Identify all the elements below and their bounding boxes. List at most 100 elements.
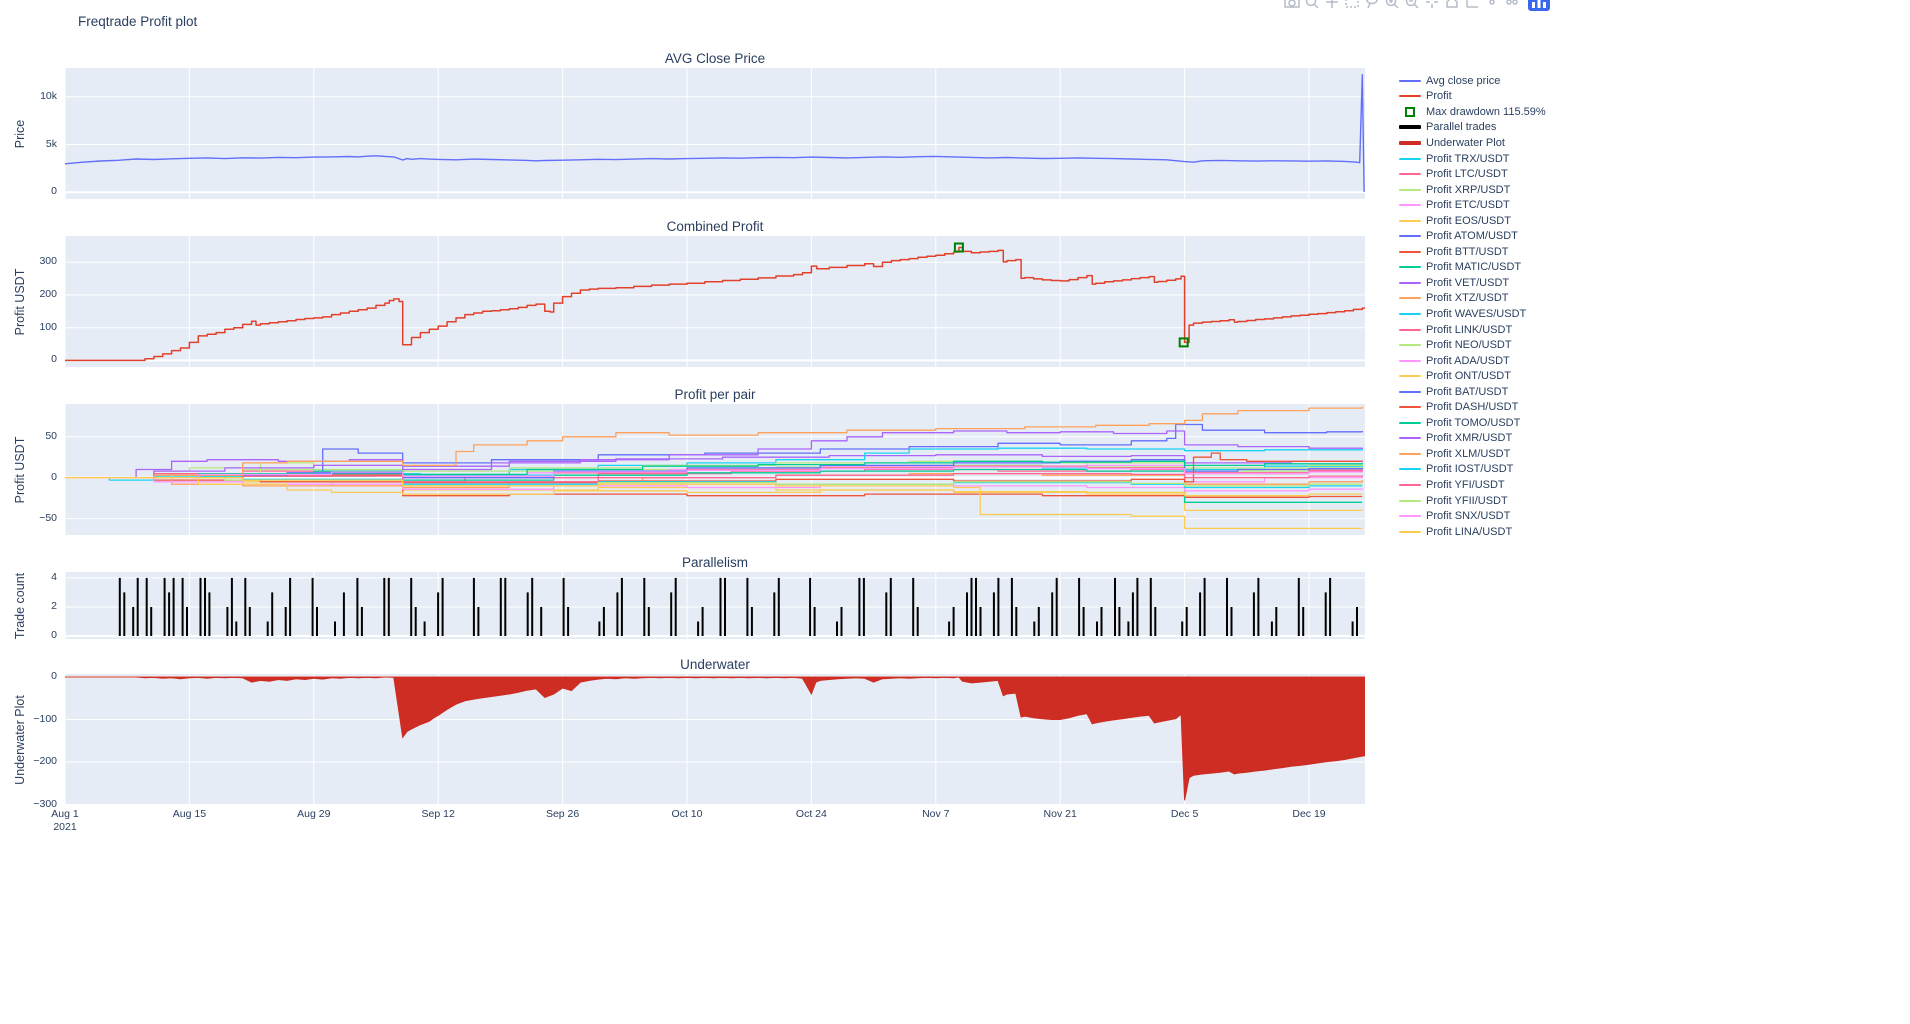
lasso-select-icon[interactable] (1363, 0, 1380, 11)
subplot-underwater[interactable] (65, 674, 1365, 805)
legend-item-avg-close-price[interactable]: Avg close price (1398, 73, 1546, 89)
series-profit-xlm-usdt[interactable] (65, 406, 1363, 479)
legend-item-profit-yfii-usdt[interactable]: Profit YFII/USDT (1398, 493, 1546, 509)
trade-count-bar[interactable] (1351, 621, 1354, 637)
max-drawdown-marker-icon[interactable] (1178, 337, 1189, 348)
trade-count-bar[interactable] (199, 577, 202, 636)
trade-count-bar[interactable] (724, 577, 726, 636)
trade-count-bar[interactable] (414, 607, 417, 636)
legend-item-profit-matic-usdt[interactable]: Profit MATIC/USDT (1398, 260, 1546, 276)
series-avg-close-price[interactable] (65, 74, 1365, 192)
legend-item-profit-etc-usdt[interactable]: Profit ETC/USDT (1398, 197, 1546, 213)
trade-count-bar[interactable] (602, 607, 605, 636)
legend-item-profit-eos-usdt[interactable]: Profit EOS/USDT (1398, 213, 1546, 229)
trade-count-bar[interactable] (118, 577, 121, 636)
trade-count-bar[interactable] (1270, 621, 1273, 637)
trade-count-bar[interactable] (777, 577, 780, 636)
trade-count-bar[interactable] (540, 607, 543, 636)
trade-count-bar[interactable] (1185, 607, 1188, 636)
trade-count-bar[interactable] (266, 621, 269, 637)
trade-count-bar[interactable] (284, 607, 287, 636)
trade-count-bar[interactable] (230, 577, 233, 636)
legend-item-profit-tomo-usdt[interactable]: Profit TOMO/USDT (1398, 415, 1546, 431)
trade-count-bar[interactable] (360, 607, 363, 636)
series-profit-snx-usdt[interactable] (65, 466, 1363, 479)
legend-item-profit-ont-usdt[interactable]: Profit ONT/USDT (1398, 368, 1546, 384)
trade-count-bar[interactable] (701, 607, 704, 636)
trade-count-bar[interactable] (526, 592, 529, 636)
series-profit-ont-usdt[interactable] (65, 477, 1363, 497)
series-profit-xmr-usdt[interactable] (65, 430, 1363, 479)
legend-item-profit-neo-usdt[interactable]: Profit NEO/USDT (1398, 337, 1546, 353)
legend-item-profit-xlm-usdt[interactable]: Profit XLM/USDT (1398, 446, 1546, 462)
trade-count-bar[interactable] (1275, 607, 1278, 636)
trade-count-bar[interactable] (383, 577, 386, 636)
trade-count-bar[interactable] (1203, 577, 1206, 636)
legend-item-profit-lina-usdt[interactable]: Profit LINA/USDT (1398, 524, 1546, 540)
trade-count-bar[interactable] (410, 577, 413, 636)
trade-count-bar[interactable] (567, 607, 570, 636)
subplot-combined-profit[interactable] (65, 236, 1365, 367)
trade-count-bar[interactable] (889, 577, 892, 636)
trade-count-bar[interactable] (472, 577, 475, 636)
zoom-out-icon[interactable] (1403, 0, 1420, 11)
trade-count-bar[interactable] (966, 592, 968, 636)
trade-count-bar[interactable] (836, 621, 838, 637)
trade-count-bar[interactable] (952, 607, 955, 636)
trade-count-bar[interactable] (248, 607, 251, 636)
trade-count-bar[interactable] (1154, 607, 1157, 636)
trade-count-bar[interactable] (423, 621, 426, 637)
trade-count-bar[interactable] (1114, 577, 1116, 636)
trade-count-bar[interactable] (1136, 577, 1139, 636)
trade-count-bar[interactable] (311, 577, 314, 636)
trade-count-bar[interactable] (186, 607, 188, 636)
legend-item-profit-ltc-usdt[interactable]: Profit LTC/USDT (1398, 166, 1546, 182)
trade-count-bar[interactable] (885, 592, 888, 636)
legend-item-profit-waves-usdt[interactable]: Profit WAVES/USDT (1398, 306, 1546, 322)
series-profit-tomo-usdt[interactable] (65, 460, 1363, 479)
trade-count-bar[interactable] (1257, 577, 1260, 636)
trade-count-bar[interactable] (1324, 592, 1327, 636)
trade-count-bar[interactable] (1010, 577, 1013, 636)
trade-count-bar[interactable] (674, 577, 677, 636)
legend-item-profit-yfi-usdt[interactable]: Profit YFI/USDT (1398, 477, 1546, 493)
trade-count-bar[interactable] (773, 592, 776, 636)
trade-count-bar[interactable] (441, 577, 444, 636)
trade-count-bar[interactable] (647, 607, 650, 636)
trade-count-bar[interactable] (916, 607, 919, 636)
trade-count-bar[interactable] (975, 577, 977, 636)
trade-count-bar[interactable] (643, 577, 646, 636)
trade-count-bar[interactable] (598, 621, 601, 637)
hover-compare-icon[interactable] (1503, 0, 1520, 11)
trade-count-bar[interactable] (342, 592, 345, 636)
trade-count-bar[interactable] (132, 607, 135, 636)
trade-count-bar[interactable] (979, 607, 982, 636)
legend-item-profit[interactable]: Profit (1398, 89, 1546, 105)
pan-icon[interactable] (1323, 0, 1340, 11)
trade-count-bar[interactable] (912, 577, 915, 636)
trade-count-bar[interactable] (670, 592, 673, 636)
trade-count-bar[interactable] (840, 607, 843, 636)
trade-count-bar[interactable] (1149, 577, 1152, 636)
plotly-logo[interactable] (1527, 0, 1550, 11)
trade-count-bar[interactable] (970, 577, 973, 636)
trade-count-bar[interactable] (1297, 577, 1300, 636)
legend-item-profit-ada-usdt[interactable]: Profit ADA/USDT (1398, 353, 1546, 369)
subplot-profit-per-pair[interactable] (65, 404, 1365, 535)
trade-count-bar[interactable] (437, 592, 440, 636)
trade-count-bar[interactable] (562, 577, 565, 636)
zoom-icon[interactable] (1303, 0, 1320, 11)
hover-closest-icon[interactable] (1483, 0, 1500, 11)
trade-count-bar[interactable] (1078, 577, 1081, 636)
trade-count-bar[interactable] (316, 607, 318, 636)
camera-icon[interactable] (1283, 0, 1300, 11)
trade-count-bar[interactable] (356, 577, 359, 636)
trade-count-bar[interactable] (244, 577, 247, 636)
trade-count-bar[interactable] (746, 577, 749, 636)
zoom-in-icon[interactable] (1383, 0, 1400, 11)
toggle-spikelines-icon[interactable] (1463, 0, 1480, 11)
trade-count-bar[interactable] (204, 577, 206, 636)
legend-item-max-drawdown-115-59[interactable]: Max drawdown 115.59% (1398, 104, 1546, 120)
trade-count-bar[interactable] (1329, 577, 1332, 636)
legend-item-profit-bat-usdt[interactable]: Profit BAT/USDT (1398, 384, 1546, 400)
